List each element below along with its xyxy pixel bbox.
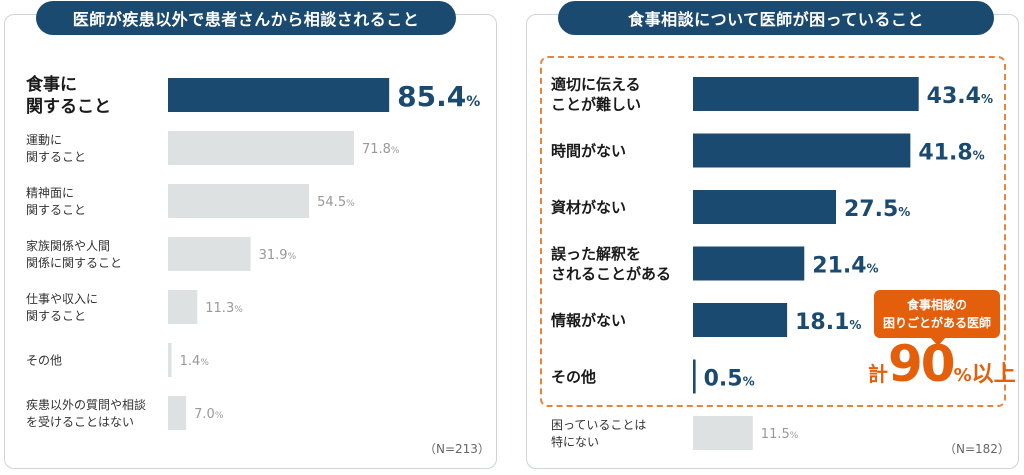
value-label: 11.5% xyxy=(761,427,799,442)
callout-box: 食事相談の 困りごとがある医師 xyxy=(874,290,1000,338)
callout-line-2: 困りごとがある医師 xyxy=(882,316,991,330)
value-label: 11.3% xyxy=(205,301,243,316)
value-number: 41.8 xyxy=(918,141,972,166)
category-label: 家族関係や人間 xyxy=(26,238,110,253)
bar xyxy=(168,343,172,377)
bar xyxy=(168,131,354,165)
bar xyxy=(168,184,310,218)
value-unit: % xyxy=(981,92,993,106)
value-label: 7.0% xyxy=(194,407,224,422)
bar xyxy=(693,190,836,224)
category-label: 関すること xyxy=(26,309,86,323)
category-label: 困っていることは xyxy=(551,418,646,432)
category-label: 精神面に xyxy=(26,186,74,200)
total-unit: % xyxy=(953,365,972,386)
value-unit: % xyxy=(288,252,297,262)
category-label: その他 xyxy=(26,353,62,367)
value-label: 54.5% xyxy=(317,195,355,210)
category-label: 関係に関すること xyxy=(26,256,122,270)
value-number: 71.8 xyxy=(362,142,391,157)
value-unit: % xyxy=(849,318,861,332)
value-number: 21.4 xyxy=(812,254,866,279)
value-unit: % xyxy=(200,358,209,368)
right-sample-size: （N=182） xyxy=(944,442,1010,456)
bar xyxy=(693,303,788,337)
total-percentage: 計 90 % 以上 xyxy=(868,336,1016,396)
value-number: 54.5 xyxy=(317,195,346,210)
bar xyxy=(168,290,198,324)
bar xyxy=(693,246,805,281)
right-chart-title: 食事相談について医師が困っていること xyxy=(558,1,994,35)
category-label: 仕事や収入に xyxy=(26,292,98,306)
value-unit: % xyxy=(234,305,243,315)
category-label: されることがある xyxy=(551,265,671,283)
value-number: 11.3 xyxy=(205,301,234,316)
bar xyxy=(693,359,696,394)
value-number: 7.0 xyxy=(194,407,215,422)
value-number: 43.4 xyxy=(927,84,981,109)
value-label: 1.4% xyxy=(180,354,210,369)
value-number: 85.4 xyxy=(397,80,466,113)
value-unit: % xyxy=(743,375,755,389)
value-number: 11.5 xyxy=(761,427,790,442)
bar xyxy=(168,78,390,112)
value-number: 18.1 xyxy=(795,310,849,335)
value-label: 31.9% xyxy=(259,248,297,263)
value-unit: % xyxy=(346,199,355,209)
bar xyxy=(693,416,753,450)
value-number: 27.5 xyxy=(844,197,898,222)
callout-pointer xyxy=(930,337,946,346)
value-unit: % xyxy=(466,94,480,110)
bar xyxy=(168,237,251,271)
value-unit: % xyxy=(867,262,879,276)
bar xyxy=(693,77,919,111)
total-value: 90 xyxy=(888,335,956,393)
value-label: 41.8% xyxy=(918,141,984,166)
value-label: 71.8% xyxy=(362,142,400,157)
category-label: 情報がない xyxy=(551,311,626,329)
bar xyxy=(693,133,911,168)
value-unit: % xyxy=(391,146,400,156)
value-unit: % xyxy=(790,431,799,441)
category-label: その他 xyxy=(551,368,596,386)
callout-line-1: 食事相談の xyxy=(906,298,967,312)
troubles-group-frame xyxy=(540,56,1006,407)
value-label: 85.4% xyxy=(397,80,480,113)
category-label: ことが難しい xyxy=(551,95,641,113)
bar xyxy=(168,396,187,430)
left-chart-title: 医師が疾患以外で患者さんから相談されること xyxy=(36,1,456,35)
value-label: 43.4% xyxy=(927,84,993,109)
value-label: 0.5% xyxy=(704,367,755,392)
category-label: 疾患以外の質問や相談 xyxy=(26,397,146,412)
category-label: 関すること xyxy=(26,203,86,217)
total-prefix: 計 xyxy=(868,362,888,386)
category-label: 資材がない xyxy=(551,198,626,216)
left-sample-size: （N=213） xyxy=(424,442,490,456)
total-suffix: 以上 xyxy=(971,362,1016,387)
category-label: 食事に xyxy=(26,74,77,95)
value-label: 27.5% xyxy=(844,197,910,222)
value-number: 1.4 xyxy=(180,354,201,369)
value-unit: % xyxy=(898,205,910,219)
value-number: 0.5 xyxy=(704,367,743,392)
category-label: 関すること xyxy=(26,97,111,117)
value-label: 18.1% xyxy=(795,310,861,335)
category-label: 時間がない xyxy=(551,142,626,160)
category-label: 誤った解釈を xyxy=(551,245,641,263)
value-label: 21.4% xyxy=(812,254,878,279)
value-unit: % xyxy=(215,411,224,421)
category-label: 関すること xyxy=(26,150,86,164)
category-label: 特にない xyxy=(551,434,599,449)
category-label: を受けることはない xyxy=(26,415,134,429)
value-number: 31.9 xyxy=(259,248,288,263)
category-label: 運動に xyxy=(26,133,62,147)
value-unit: % xyxy=(973,149,985,163)
category-label: 適切に伝える xyxy=(551,75,641,93)
